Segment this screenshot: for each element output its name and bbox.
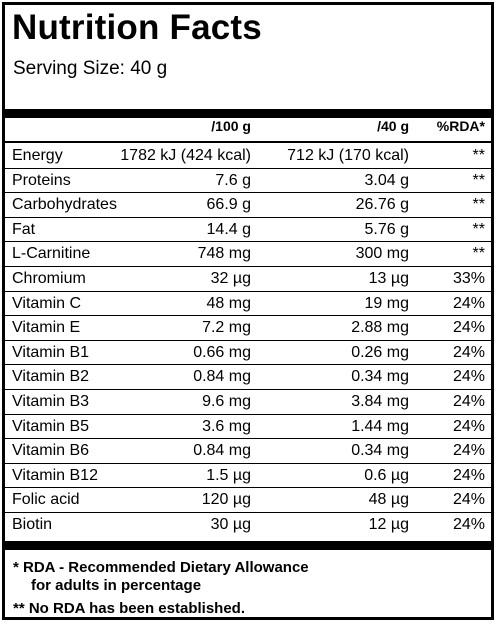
nutrient-name: Vitamin B12	[12, 466, 98, 484]
value-per-40g: 48 µg	[368, 491, 409, 509]
footnote-rda-definition: * RDA - Recommended Dietary Allowance	[13, 559, 309, 576]
value-rda: 24%	[452, 368, 485, 386]
value-per-100g: 9.6 mg	[202, 392, 251, 410]
value-per-100g: 48 mg	[206, 294, 251, 312]
nutrient-name: Vitamin B6	[12, 442, 90, 460]
nutrient-name: Vitamin E	[12, 319, 81, 337]
header-thick-divider	[5, 109, 491, 118]
table-row: Vitamin C 48 mg 19 mg 24%	[5, 292, 491, 317]
value-per-40g: 0.34 mg	[351, 368, 409, 386]
value-per-100g: 1782 kJ (424 kcal)	[120, 147, 251, 164]
nutrient-name: Chromium	[12, 269, 86, 287]
value-rda: **	[472, 196, 485, 214]
value-per-100g: 30 µg	[210, 515, 251, 533]
value-per-40g: 26.76 g	[355, 196, 409, 214]
value-per-40g: 13 µg	[368, 269, 409, 287]
value-per-100g: 66.9 g	[206, 196, 251, 214]
value-per-40g: 2.88 mg	[351, 319, 409, 337]
value-per-40g: 12 µg	[368, 515, 409, 533]
table-row: Vitamin B12 1.5 µg 0.6 µg 24%	[5, 464, 491, 489]
nutrient-name: Vitamin C	[12, 294, 82, 312]
nutrient-name: Folic acid	[12, 491, 80, 509]
value-rda: 24%	[452, 294, 485, 312]
value-rda: 24%	[452, 466, 485, 484]
column-header-rda: %RDA*	[436, 118, 485, 134]
value-rda: 24%	[452, 515, 485, 533]
nutrient-name: Fat	[12, 220, 36, 238]
table-row: Biotin 30 µg 12 µg 24%	[5, 513, 491, 538]
value-per-40g: 1.44 mg	[351, 417, 409, 435]
label-title: Nutrition Facts	[12, 8, 262, 47]
value-rda: 33%	[452, 269, 485, 287]
value-per-40g: 300 mg	[355, 245, 409, 263]
value-per-100g: 14.4 g	[206, 220, 251, 238]
table-row: Vitamin B2 0.84 mg 0.34 mg 24%	[5, 365, 491, 390]
value-per-100g: 0.84 mg	[193, 368, 251, 386]
value-per-40g: 0.34 mg	[351, 442, 409, 460]
value-per-40g: 0.6 µg	[364, 466, 409, 484]
value-rda: 24%	[452, 343, 485, 361]
value-per-100g: 32 µg	[210, 269, 251, 287]
value-rda: **	[472, 245, 485, 263]
columns-divider	[5, 141, 491, 143]
nutrient-name: Vitamin B2	[12, 368, 90, 386]
column-header-per-100g: /100 g	[211, 118, 251, 134]
table-row: Folic acid 120 µg 48 µg 24%	[5, 488, 491, 513]
nutrient-name: L-Carnitine	[12, 245, 91, 263]
table-row: Vitamin B6 0.84 mg 0.34 mg 24%	[5, 439, 491, 464]
nutrition-facts-label: Nutrition Facts Serving Size: 40 g /100 …	[2, 2, 494, 620]
footer-thick-divider	[5, 541, 491, 550]
value-per-100g: 7.6 g	[215, 171, 251, 189]
value-rda: 24%	[452, 442, 485, 460]
table-row: Carbohydrates 66.9 g 26.76 g **	[5, 193, 491, 218]
value-rda: **	[472, 171, 485, 189]
nutrient-name: Vitamin B5	[12, 417, 90, 435]
footnote-rda-definition-continued: for adults in percentage	[31, 577, 202, 594]
value-per-100g: 0.66 mg	[193, 343, 251, 361]
value-rda: 24%	[452, 491, 485, 509]
table-row: Fat 14.4 g 5.76 g **	[5, 218, 491, 243]
value-rda: **	[472, 220, 485, 238]
table-row: Chromium 32 µg 13 µg 33%	[5, 267, 491, 292]
value-per-100g: 7.2 mg	[202, 319, 251, 337]
value-per-40g: 3.04 g	[364, 171, 409, 189]
table-row: Vitamin E 7.2 mg 2.88 mg 24%	[5, 316, 491, 341]
nutrient-name: Vitamin B1	[12, 343, 90, 361]
value-per-40g: 19 mg	[364, 294, 409, 312]
value-per-40g: 712 kJ (170 kcal)	[287, 147, 409, 164]
serving-size: Serving Size: 40 g	[13, 58, 168, 79]
value-per-40g: 5.76 g	[364, 220, 409, 238]
value-rda: 24%	[452, 319, 485, 337]
value-rda: 24%	[452, 392, 485, 410]
table-row: Proteins 7.6 g 3.04 g **	[5, 169, 491, 194]
nutrient-table: Energy 1782 kJ (424 kcal) 712 kJ (170 kcal…	[5, 144, 491, 538]
table-row: Vitamin B3 9.6 mg 3.84 mg 24%	[5, 390, 491, 415]
value-per-40g: 0.26 mg	[351, 343, 409, 361]
value-per-100g: 0.84 mg	[193, 442, 251, 460]
nutrient-name: Carbohydrates	[12, 196, 117, 214]
column-header-per-40g: /40 g	[377, 118, 409, 134]
table-row: Energy 1782 kJ (424 kcal) 712 kJ (170 kcal…	[5, 144, 491, 169]
table-row: L-Carnitine 748 mg 300 mg **	[5, 242, 491, 267]
nutrient-name: Vitamin B3	[12, 392, 90, 410]
value-per-100g: 3.6 mg	[202, 417, 251, 435]
footnote-no-rda: ** No RDA has been established.	[13, 600, 246, 617]
value-per-100g: 1.5 µg	[206, 466, 251, 484]
value-rda: **	[472, 147, 485, 164]
table-row: Vitamin B5 3.6 mg 1.44 mg 24%	[5, 415, 491, 440]
nutrient-name: Proteins	[12, 171, 71, 189]
value-rda: 24%	[452, 417, 485, 435]
value-per-40g: 3.84 mg	[351, 392, 409, 410]
nutrient-name: Energy	[12, 147, 63, 164]
value-per-100g: 120 µg	[201, 491, 251, 509]
value-per-100g: 748 mg	[197, 245, 251, 263]
nutrient-name: Biotin	[12, 515, 53, 533]
table-row: Vitamin B1 0.66 mg 0.26 mg 24%	[5, 341, 491, 366]
